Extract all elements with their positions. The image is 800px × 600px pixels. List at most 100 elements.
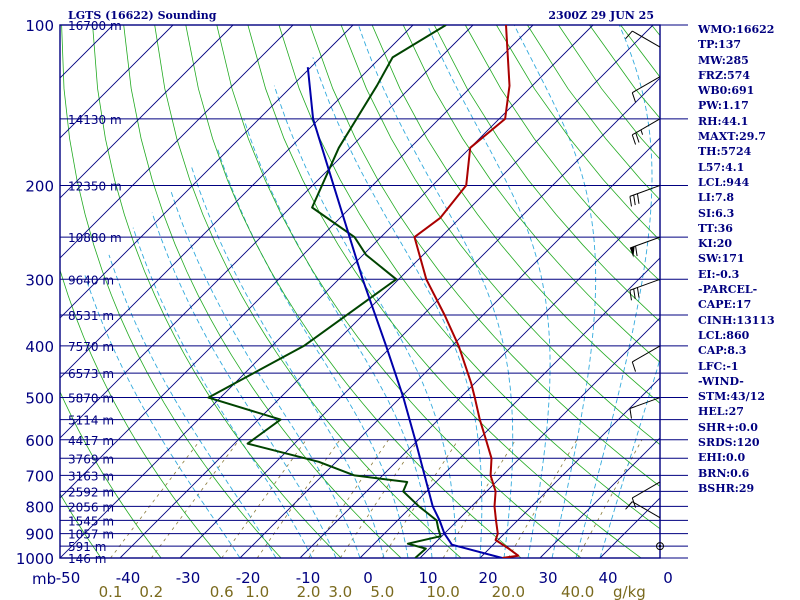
isotherm (359, 257, 660, 558)
height-label: 14130 m (68, 113, 122, 127)
wind-barb-column (625, 30, 664, 551)
dry-adiabat (185, 25, 522, 558)
sounding-indices-panel: WMO:16622 TP:137 MW:285 FRZ:574 WB0:691 PW:1.… (698, 22, 798, 496)
dry-adiabat (0, 25, 48, 569)
dry-adiabat (60, 390, 162, 558)
sounding-index-item: -WIND- (698, 374, 744, 388)
mixing-ratio-line (339, 439, 419, 558)
dry-adiabat (402, 25, 660, 363)
sounding-index-item: LCL:944 (698, 175, 750, 189)
calm-wind-dot (658, 544, 662, 548)
isotherm (299, 197, 660, 558)
sounding-index-item: EI:-0.3 (698, 267, 740, 281)
height-label: 12350 m (68, 179, 122, 193)
height-label: 16700 m (68, 19, 122, 33)
sounding-index-item: EHI:0.0 (698, 451, 746, 465)
mixing-ratio-tick-label: 0.6 (210, 583, 234, 600)
sounding-index-item: HEL:27 (698, 405, 744, 419)
wind-barb-flag (636, 193, 640, 204)
sounding-index-item: TT:36 (698, 221, 733, 235)
temperature-tick-label: 0 (363, 569, 373, 587)
isotherm (479, 377, 660, 558)
wind-barb (631, 76, 661, 103)
mixing-ratio-tick-label: 0.2 (139, 583, 163, 600)
chart-axis-labels: LGTS (16622) Sounding 2300Z 29 JUN 25 mb… (16, 9, 688, 600)
sounding-index-item: L57:4.1 (698, 160, 745, 174)
temperature-tick-label: -10 (296, 569, 321, 587)
chart-title: LGTS (16622) Sounding (68, 9, 217, 22)
temperature-tick-label: 10 (418, 569, 437, 587)
temperature-tick-label: 30 (538, 569, 557, 587)
pressure-tick-label: 600 (25, 432, 54, 450)
wind-barb (625, 30, 661, 48)
isotherm (60, 25, 174, 139)
height-label: 4417 m (68, 434, 114, 448)
sounding-index-item: BRN:0.6 (698, 466, 750, 480)
sounding-index-item: WMO:16622 (698, 23, 775, 36)
wind-barb-flag (631, 92, 637, 103)
mixing-ratio-unit-label: g/kg (613, 583, 646, 600)
sounding-index-item: SRDS:120 (698, 436, 760, 450)
height-label: 3769 m (68, 452, 114, 466)
sounding-index-item: CINH:13113 (698, 313, 775, 327)
height-label: 10880 m (68, 231, 122, 245)
pressure-tick-label: 500 (25, 390, 54, 408)
height-label: 146 m (68, 552, 106, 566)
mixing-ratio-line (150, 439, 240, 558)
temperature-tick-label: 0 (663, 569, 673, 587)
wind-barb-flag (629, 196, 632, 207)
moist-adiabat (426, 25, 551, 558)
moist-adiabat (575, 25, 653, 558)
sounding-index-item: CAP:8.3 (698, 344, 747, 358)
height-label: 5114 m (68, 414, 114, 428)
dry-adiabat (60, 268, 222, 558)
pressure-tick-label: 800 (25, 498, 54, 516)
temperature-profile (413, 25, 520, 558)
wind-barb (629, 397, 661, 419)
wind-barb-flag (635, 245, 638, 257)
moist-adiabat (513, 25, 597, 558)
sounding-index-item: MW:285 (698, 53, 749, 67)
wind-barb (631, 345, 661, 372)
height-label: 7570 m (68, 340, 114, 354)
sounding-index-item: BSHR:29 (698, 481, 755, 495)
wind-barb (656, 542, 664, 551)
temperature-tick-label: -50 (56, 569, 81, 587)
pressure-tick-label: 400 (25, 338, 54, 356)
wind-barb (631, 481, 661, 508)
wind-barb-staff (629, 397, 661, 409)
mixing-ratio-tick-label: 3.0 (328, 583, 352, 600)
wind-barb-flag (629, 408, 632, 419)
mixing-ratio-line (507, 439, 578, 558)
height-label: 591 m (68, 540, 106, 554)
height-label: 9640 m (68, 273, 114, 287)
sounding-index-item: FRZ:574 (698, 68, 751, 82)
height-label: 1545 m (68, 514, 114, 528)
plot-frame (59, 24, 661, 559)
sounding-index-item: WB0:691 (698, 84, 755, 98)
temperature-tick-label: 40 (598, 569, 617, 587)
pressure-tick-label: 1000 (16, 550, 54, 568)
sounding-index-item: LCL:860 (698, 328, 750, 342)
temperature-tick-label: -30 (176, 569, 201, 587)
wind-barb-staff (629, 184, 661, 197)
temperature-tick-label: -20 (236, 569, 261, 587)
height-label: 2056 m (68, 500, 114, 514)
height-label: 3163 m (68, 469, 114, 483)
wind-barb (625, 501, 661, 519)
wind-barb-pennant (629, 246, 635, 258)
wind-barb-flag (625, 501, 633, 510)
dewpoint-profile (207, 25, 447, 558)
isotherm (419, 317, 660, 558)
dry-adiabat (60, 492, 102, 558)
mixing-ratio-line (221, 439, 307, 558)
mixing-ratio-line (110, 439, 201, 558)
isotherm (60, 25, 534, 499)
wind-barb-staff (629, 236, 661, 249)
isotherm (60, 25, 414, 379)
isotherm (119, 25, 654, 558)
isotherm (60, 25, 294, 259)
temperature-tick-label: 20 (478, 569, 497, 587)
wind-barb-flag (636, 287, 640, 298)
